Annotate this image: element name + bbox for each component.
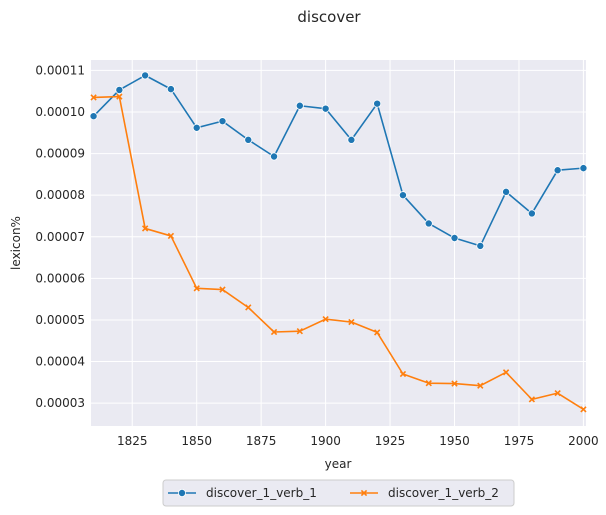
y-tick-label: 0.00011 — [35, 63, 85, 77]
legend-marker — [360, 489, 368, 497]
data-point — [424, 219, 433, 228]
x-axis-label: year — [325, 457, 352, 471]
data-point — [527, 209, 536, 218]
data-point — [554, 389, 561, 397]
legend-marker — [177, 488, 186, 497]
series-layer — [89, 71, 588, 413]
data-point — [218, 117, 227, 126]
data-point — [219, 286, 226, 293]
gridlines — [91, 60, 586, 426]
plot-area — [91, 60, 586, 426]
data-point — [167, 232, 175, 240]
data-point — [502, 187, 511, 196]
y-tick-label: 0.00008 — [35, 188, 85, 202]
x-tick-label: 1975 — [504, 434, 535, 448]
data-point — [450, 234, 459, 243]
data-point — [425, 379, 432, 387]
data-point — [141, 225, 149, 232]
data-point — [373, 99, 382, 108]
data-point — [579, 164, 588, 173]
y-tick-label: 0.00010 — [35, 105, 85, 119]
data-point — [451, 380, 458, 387]
data-point — [502, 369, 510, 376]
data-point — [90, 94, 97, 101]
data-point — [193, 285, 200, 292]
data-point — [89, 112, 98, 121]
y-axis-label: lexicon% — [9, 216, 23, 270]
x-tick-label: 1850 — [181, 434, 212, 448]
data-point — [398, 191, 407, 200]
chart-title: discover — [297, 8, 361, 26]
y-tick-label: 0.00006 — [35, 271, 85, 285]
data-point — [244, 135, 253, 144]
data-point — [374, 329, 381, 336]
data-point — [580, 406, 587, 413]
legend-item: discover_1_verb_2 — [350, 486, 499, 500]
y-tick-label: 0.00007 — [35, 230, 85, 244]
series-discover_1_verb_1 — [89, 71, 588, 250]
data-point — [192, 123, 201, 132]
data-point — [322, 315, 329, 323]
y-axis-ticks: 0.00003 0.00004 0.00005 0.00006 0.00007 0.000… — [35, 63, 85, 410]
x-tick-label: 1950 — [439, 434, 470, 448]
data-point — [477, 382, 484, 389]
data-point — [245, 304, 252, 311]
x-tick-label: 2000 — [568, 434, 599, 448]
legend-box — [162, 479, 515, 507]
legend-label: discover_1_verb_2 — [388, 486, 499, 500]
series-line — [93, 95, 584, 411]
data-point — [476, 241, 485, 250]
data-point — [296, 328, 303, 335]
series-line — [93, 74, 584, 247]
data-point — [141, 71, 150, 80]
x-axis-ticks: 1825 1850 1875 1900 1925 1950 1975 2000 — [117, 434, 599, 448]
legend-label: discover_1_verb_1 — [206, 486, 317, 500]
y-tick-label: 0.00009 — [35, 147, 85, 161]
data-point — [295, 101, 304, 110]
data-point — [166, 85, 175, 94]
data-point — [399, 370, 407, 378]
x-tick-label: 1875 — [246, 434, 277, 448]
data-point — [321, 104, 330, 113]
series-discover_1_verb_2 — [90, 93, 587, 413]
legend-item: discover_1_verb_1 — [168, 486, 317, 500]
data-point — [528, 396, 536, 403]
data-point — [270, 328, 278, 336]
data-point — [553, 166, 562, 175]
data-point — [115, 85, 124, 94]
x-tick-label: 1825 — [117, 434, 148, 448]
y-tick-label: 0.00003 — [35, 396, 85, 410]
x-tick-label: 1900 — [310, 434, 341, 448]
y-tick-label: 0.00004 — [35, 355, 85, 369]
data-point — [348, 318, 355, 326]
legend: discover_1_verb_1 discover_1_verb_2 — [162, 479, 515, 507]
y-tick-label: 0.00005 — [35, 313, 85, 327]
data-point — [347, 135, 356, 144]
x-tick-label: 1925 — [375, 434, 406, 448]
data-point — [116, 93, 123, 100]
data-point — [270, 152, 279, 161]
